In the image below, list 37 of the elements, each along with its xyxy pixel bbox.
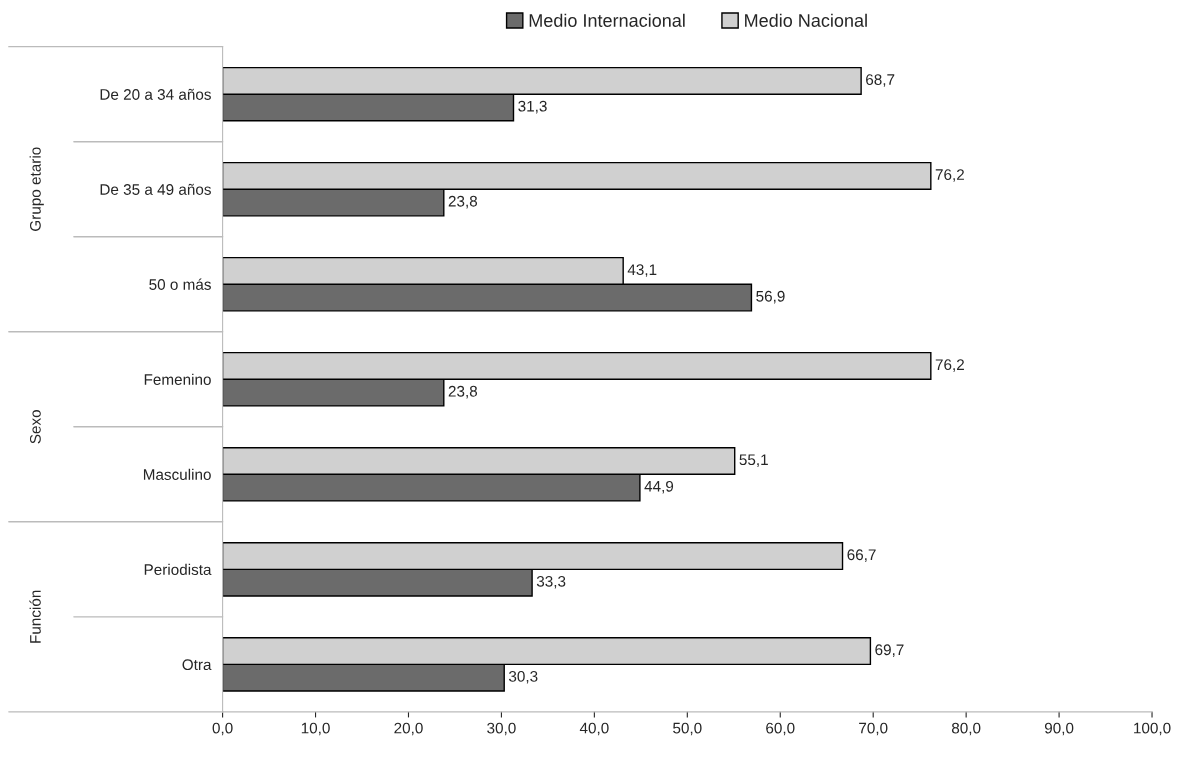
x-tick-label: 0,0 — [212, 722, 233, 736]
data-label: 44,9 — [644, 480, 674, 494]
x-tick-label: 60,0 — [766, 722, 795, 736]
data-label: 30,3 — [508, 670, 538, 684]
text: Función — [29, 590, 41, 643]
x-tick-label: 10,0 — [301, 722, 330, 736]
data-label: 76,2 — [935, 359, 964, 372]
y-tick-label: 50 o más — [149, 278, 211, 290]
legend-label: Medio Internacional — [529, 13, 685, 27]
y-tick-label: Masculino — [143, 468, 211, 480]
y-tick-label: Periodista — [144, 563, 212, 576]
legend-label: Medio Nacional — [745, 13, 867, 27]
data-label: 43,1 — [627, 264, 657, 277]
data-label: 23,8 — [448, 385, 478, 399]
y-tick-label: Femenino — [144, 373, 211, 385]
data-label: 69,7 — [875, 644, 904, 657]
data-label: 76,2 — [935, 169, 964, 182]
text: Sexo — [29, 410, 41, 444]
x-tick-label: 30,0 — [487, 722, 516, 736]
data-label: 55,1 — [739, 454, 768, 467]
x-tick-label: 50,0 — [673, 722, 702, 736]
x-tick-label: 80,0 — [951, 722, 981, 736]
data-label: 23,8 — [448, 195, 478, 209]
x-tick-label: 90,0 — [1044, 722, 1074, 736]
x-tick-label: 20,0 — [394, 722, 423, 736]
x-tick-label: 40,0 — [579, 722, 609, 736]
y-tick-label: De 20 a 34 años — [100, 88, 211, 100]
data-label: 68,7 — [866, 74, 895, 87]
y-tick-label: De 35 a 49 años — [100, 183, 211, 195]
x-tick-label: 70,0 — [859, 722, 888, 736]
x-tick-label: 100,0 — [1134, 722, 1171, 736]
y-tick-label: Otra — [182, 659, 212, 671]
data-label: 31,3 — [518, 100, 547, 114]
data-label: 56,9 — [756, 290, 785, 304]
text: Grupo etario — [29, 147, 44, 231]
data-label: 66,7 — [847, 549, 876, 562]
data-label: 33,3 — [536, 575, 566, 589]
